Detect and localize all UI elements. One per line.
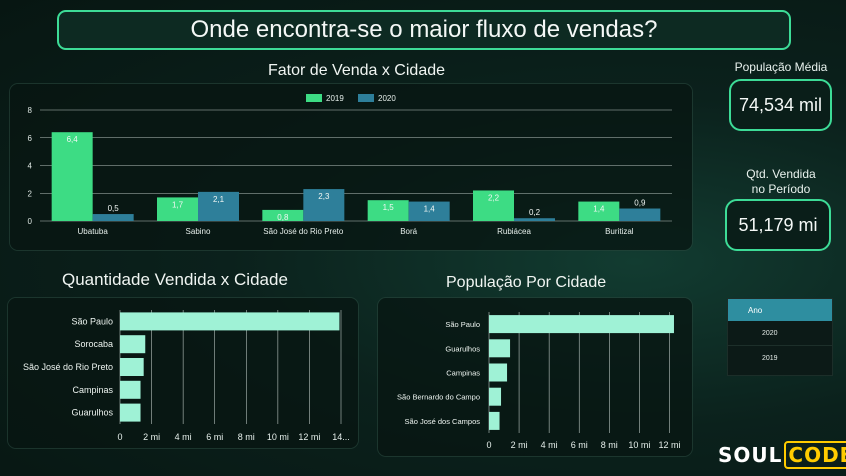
fator-venda-chart: 0 2 4 6 8 2019 2020 6,4 0,5 Ubatuba 1,7 2,1 Sabino 0,… — [28, 94, 672, 236]
bar-2019 — [157, 197, 198, 221]
y-category-label: São Bernardo do Campo — [397, 393, 480, 402]
year-filter-header[interactable]: Ano — [728, 299, 832, 321]
bar-2019 — [367, 200, 409, 221]
year-option-2019[interactable]: 2019 — [728, 345, 832, 370]
bar-2019 — [473, 190, 514, 221]
x-tick-label: Sabino — [186, 227, 211, 236]
bar — [120, 312, 340, 331]
year-filter[interactable]: Ano 2020 2019 — [727, 298, 833, 376]
page-title: Onde encontra-se o maior fluxo de vendas… — [57, 10, 791, 50]
qtd-vendida-label-line1: Qtd. Vendida — [746, 167, 816, 181]
chart1-title: Fator de Venda x Cidade — [268, 62, 446, 79]
legend-label-2020: 2020 — [378, 94, 396, 103]
chart2-panel: 0 2 mi 4 mi 6 mi 8 mi 10 mi 12 mi 14... São Paul… — [8, 298, 358, 448]
qtd-vendida-label: Qtd. Vendida no Período — [726, 167, 836, 197]
qtd-vendida-value: 51,179 mi — [725, 199, 831, 251]
data-label: 0,2 — [529, 208, 541, 217]
bar-2019 — [262, 209, 304, 221]
y-category-label: São Paulo — [71, 316, 113, 326]
x-tick-label: 14... — [332, 432, 350, 442]
quantidade-vendida-chart: 0 2 mi 4 mi 6 mi 8 mi 10 mi 12 mi 14... São Paul… — [23, 310, 350, 442]
bar — [489, 363, 508, 382]
logo-soul: SOUL — [718, 443, 783, 467]
x-tick-label: 8 mi — [601, 440, 618, 450]
y-category-label: São José do Rio Preto — [23, 362, 113, 372]
y-category-label: Campinas — [446, 369, 480, 378]
y-category-label: São José dos Campos — [405, 417, 481, 426]
data-label: 0,5 — [108, 204, 120, 213]
data-label: 0,8 — [277, 213, 289, 222]
x-tick-label: Buritizal — [605, 227, 634, 236]
data-label: 2,3 — [318, 192, 330, 201]
bar-2019 — [51, 132, 93, 221]
y-tick-label: 4 — [28, 162, 33, 171]
bar — [120, 380, 141, 399]
legend-swatch-2019 — [306, 94, 322, 102]
x-tick-label: 2 mi — [511, 440, 528, 450]
data-label: 1,4 — [593, 205, 605, 214]
bar — [120, 358, 144, 376]
bar — [489, 411, 500, 430]
bar — [120, 403, 141, 422]
bar-2020 — [198, 191, 239, 221]
x-tick-label: Borá — [400, 227, 417, 236]
legend-swatch-2020 — [358, 94, 374, 102]
y-category-label: São Paulo — [445, 320, 480, 329]
bar-2020 — [514, 218, 555, 221]
data-label: 2,1 — [213, 195, 225, 204]
data-label: 6,4 — [67, 135, 79, 144]
x-tick-label: 10 mi — [628, 440, 650, 450]
x-tick-label: 10 mi — [267, 432, 289, 442]
x-tick-label: Ubatuba — [78, 227, 109, 236]
x-tick-label: 0 — [117, 432, 122, 442]
soulcode-logo: SOULCODE — [718, 441, 846, 469]
data-label: 1,4 — [424, 205, 436, 214]
x-tick-label: 0 — [486, 440, 491, 450]
bar-2020 — [303, 189, 345, 221]
x-tick-label: Rubiácea — [497, 227, 531, 236]
y-category-label: Guarulhos — [71, 408, 113, 418]
logo-code: CODE — [784, 441, 846, 469]
x-tick-label: 4 mi — [175, 432, 192, 442]
legend-label-2019: 2019 — [326, 94, 344, 103]
bar-2020 — [92, 214, 134, 221]
data-label: 2,2 — [488, 193, 500, 202]
populacao-cidade-chart: 0 2 mi 4 mi 6 mi 8 mi 10 mi 12 mi São Paulo Guar… — [397, 312, 680, 450]
x-tick-label: 6 mi — [206, 432, 223, 442]
populacao-media-value: 74,534 mil — [729, 79, 832, 131]
bar — [489, 387, 502, 406]
data-label: 0,9 — [634, 199, 646, 208]
x-tick-label: 2 mi — [143, 432, 160, 442]
bar-2020 — [408, 201, 450, 221]
y-tick-label: 8 — [28, 106, 33, 115]
data-label: 1,5 — [383, 203, 395, 212]
x-tick-label: 6 mi — [571, 440, 588, 450]
bar — [489, 315, 674, 334]
x-tick-label: 8 mi — [238, 432, 255, 442]
bar-2020 — [619, 208, 661, 221]
year-option-2020[interactable]: 2020 — [762, 329, 778, 337]
y-tick-label: 2 — [28, 189, 33, 198]
chart1-panel: 0 2 4 6 8 2019 2020 6,4 0,5 Ubatuba 1,7 2,1 Sabino 0,… — [10, 84, 692, 250]
y-category-label: Sorocaba — [74, 339, 113, 349]
chart3-panel: 0 2 mi 4 mi 6 mi 8 mi 10 mi 12 mi São Paulo Guar… — [378, 298, 692, 456]
populacao-media-label: População Média — [734, 60, 828, 74]
y-category-label: Campinas — [72, 385, 113, 395]
y-tick-label: 6 — [28, 134, 33, 143]
bar — [120, 335, 146, 354]
x-tick-label: 12 mi — [658, 440, 680, 450]
x-tick-label: 4 mi — [541, 440, 558, 450]
bar-2019 — [578, 201, 620, 221]
x-tick-label: 12 mi — [298, 432, 320, 442]
qtd-vendida-label-line2: no Período — [751, 182, 811, 196]
x-tick-label: São José do Rio Preto — [263, 227, 344, 236]
y-tick-label: 0 — [28, 217, 33, 226]
chart3-title: População Por Cidade — [446, 274, 607, 291]
bar — [489, 339, 511, 358]
y-category-label: Guarulhos — [445, 344, 480, 353]
chart2-title: Quantidade Vendida x Cidade — [62, 270, 288, 289]
data-label: 1,7 — [172, 200, 184, 209]
